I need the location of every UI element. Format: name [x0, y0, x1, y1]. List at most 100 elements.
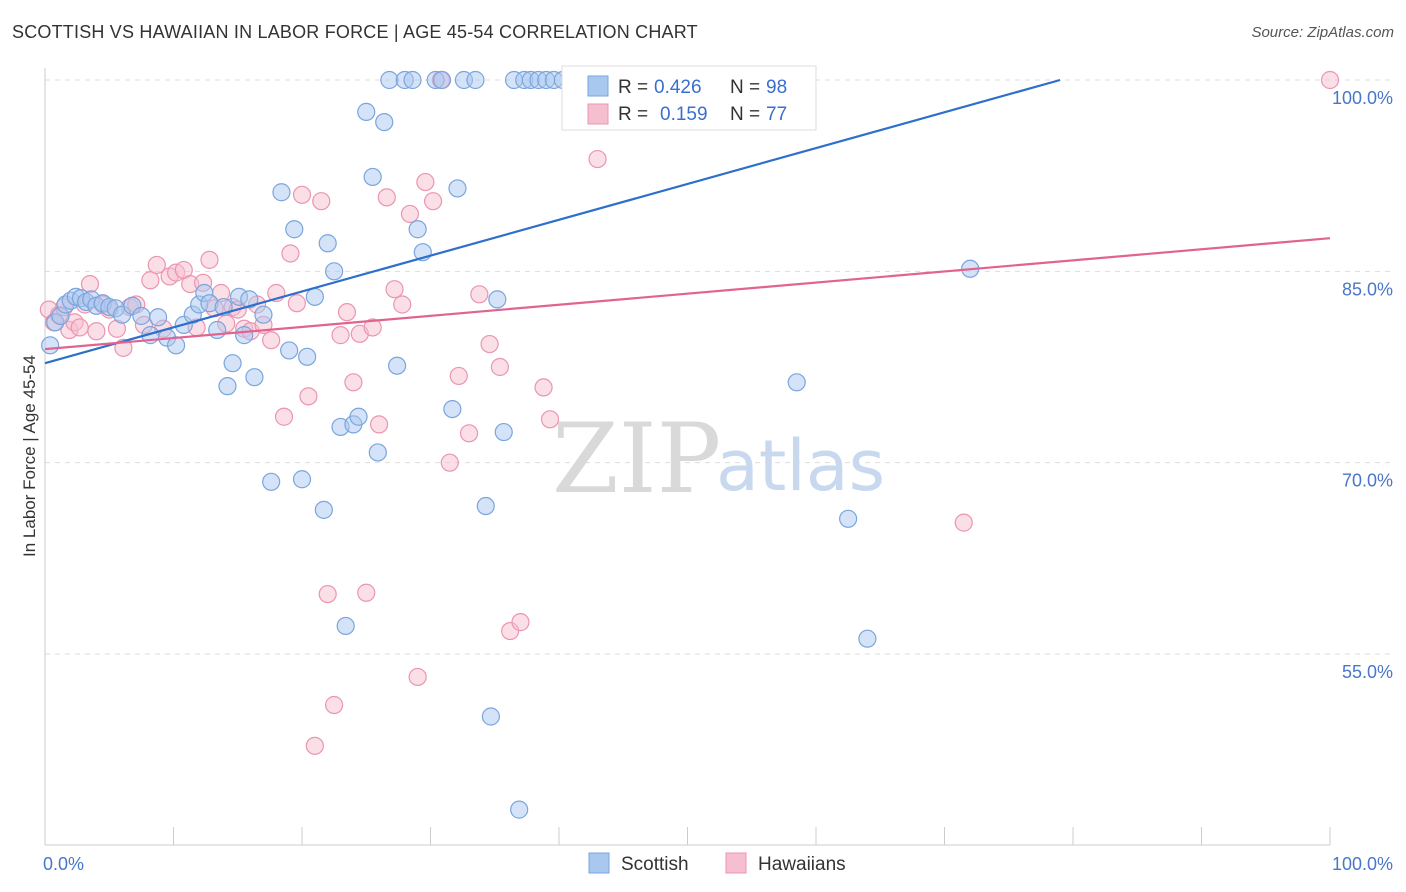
hawaiians-r-value: 0.159 — [660, 104, 708, 125]
hawaiians-point-60 — [423, 192, 443, 211]
x-tick-label-max: 100.0% — [1332, 854, 1393, 874]
scottish-n-label: N = — [730, 77, 760, 98]
chart-title: SCOTTISH VS HAWAIIAN IN LABOR FORCE | AG… — [12, 22, 698, 42]
hawaiians-point-62 — [440, 453, 459, 472]
hawaiians-point-72 — [588, 149, 607, 169]
hawaiians-point-53 — [370, 415, 389, 434]
scottish-r-label: R = — [618, 77, 648, 98]
hawaiians-point-65 — [470, 285, 489, 304]
scottish-series-label: Scottish — [621, 854, 689, 875]
scottish-point-43 — [325, 262, 344, 281]
hawaiians-point-6 — [70, 318, 89, 337]
scottish-point-47 — [349, 407, 368, 426]
hawaiians-point-56 — [393, 295, 412, 314]
scottish-point-45 — [336, 616, 355, 636]
scottish-point-56 — [408, 220, 427, 239]
hawaiians-point-70 — [534, 378, 553, 397]
scottish-point-28 — [223, 354, 242, 373]
scottish-point-64 — [476, 496, 495, 516]
scottish-point-25 — [208, 320, 227, 340]
hawaiians-point-48 — [337, 303, 357, 322]
hawaiians-point-46 — [325, 695, 344, 715]
scottish-point-34 — [262, 472, 281, 491]
hawaiians-point-76 — [1320, 70, 1340, 90]
scottish-n-value: 98 — [766, 77, 787, 98]
hawaiians-point-40 — [287, 294, 306, 313]
hawaiians-point-57 — [400, 204, 420, 224]
scottish-point-53 — [387, 356, 407, 375]
scottish-point-31 — [240, 290, 259, 309]
source-label: Source: ZipAtlas.com — [1251, 24, 1394, 41]
scottish-point-36 — [280, 341, 299, 360]
scottish-point-35 — [272, 183, 291, 202]
scottish-point-96 — [858, 629, 877, 648]
x-ticks — [44, 827, 1331, 845]
scottish-r-value: 0.426 — [654, 77, 702, 98]
scottish-point-0 — [41, 336, 60, 355]
hawaiians-point-55 — [385, 280, 404, 299]
hawaiians-point-69 — [511, 613, 530, 632]
hawaiians-point-54 — [377, 188, 396, 207]
hawaiians-point-17 — [141, 271, 160, 290]
hawaiians-point-39 — [281, 244, 300, 263]
hawaiians-point-67 — [490, 357, 509, 377]
hawaiians-point-42 — [299, 387, 318, 406]
watermark-zip: ZIP — [552, 403, 721, 515]
hawaiians-point-36 — [262, 331, 281, 350]
scottish-point-33 — [254, 305, 273, 324]
scottish-point-49 — [363, 167, 382, 187]
scottish-point-17 — [148, 308, 168, 327]
hawaiians-point-52 — [363, 318, 382, 337]
hawaiians-point-26 — [200, 250, 219, 269]
scottish-point-67 — [494, 422, 513, 442]
scottish-point-40 — [305, 287, 324, 306]
scottish-point-15 — [132, 306, 151, 326]
series-legend: Scottish Hawaiians — [588, 852, 846, 875]
scottish-point-61 — [448, 179, 467, 198]
hawaiians-point-41 — [292, 185, 312, 204]
hawaiians-point-58 — [408, 667, 427, 687]
hawaiians-point-9 — [87, 322, 106, 341]
hawaiians-point-63 — [449, 366, 468, 386]
scottish-point-52 — [380, 70, 399, 90]
y-tick-label-85: 85.0% — [1342, 279, 1393, 299]
hawaiians-point-51 — [357, 583, 376, 602]
scottish-point-27 — [218, 377, 237, 396]
hawaiians-series-swatch — [725, 852, 747, 874]
scottish-point-63 — [466, 70, 485, 90]
hawaiians-trend-line — [44, 237, 1331, 351]
scottish-point-69 — [510, 800, 529, 819]
hawaiians-point-66 — [480, 334, 499, 354]
hawaiians-point-75 — [954, 513, 973, 532]
y-axis-label: In Labor Force | Age 45-54 — [20, 355, 39, 557]
y-tick-label-55: 55.0% — [1342, 662, 1393, 682]
scottish-point-32 — [245, 368, 264, 387]
scottish-point-65 — [481, 707, 500, 726]
trend-lines — [44, 78, 1331, 365]
scottish-point-59 — [432, 70, 452, 90]
hawaiians-series-label: Hawaiians — [758, 854, 846, 875]
scottish-point-60 — [443, 399, 462, 419]
scottish-point-66 — [488, 290, 507, 309]
hawaiians-point-64 — [459, 424, 479, 443]
watermark-atlas: atlas — [716, 425, 885, 507]
grid-lines — [45, 79, 1390, 655]
scottish-point-51 — [375, 112, 394, 132]
scottish-point-38 — [292, 470, 312, 489]
hawaiians-n-label: N = — [730, 104, 760, 125]
scottish-series-swatch — [588, 852, 610, 874]
hawaiians-point-43 — [305, 736, 324, 755]
hawaiians-point-49 — [344, 373, 363, 392]
scottish-point-50 — [368, 443, 387, 462]
scottish-legend-swatch — [587, 75, 609, 97]
x-tick-label-min: 0.0% — [43, 854, 84, 874]
y-tick-label-70: 70.0% — [1342, 471, 1393, 491]
stats-legend: R = 0.426 N = 98 R = 0.159 N = 77 — [561, 65, 817, 131]
scottish-point-94 — [787, 373, 806, 392]
hawaiians-point-38 — [274, 407, 294, 426]
scottish-point-41 — [314, 500, 333, 519]
hawaiians-point-59 — [416, 172, 435, 192]
y-tick-labels: 55.0% 70.0% 85.0% 100.0% — [1332, 88, 1393, 682]
hawaiians-point-47 — [331, 326, 350, 345]
